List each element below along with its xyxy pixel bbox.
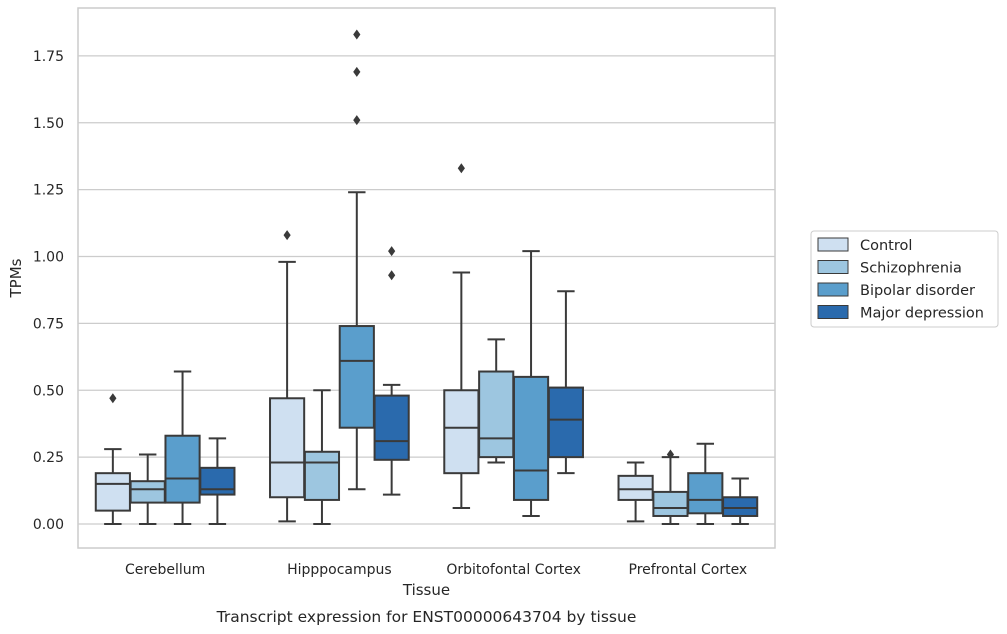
x-tick-label: Hipppocampus — [287, 562, 392, 578]
y-tick-label: 1.50 — [33, 116, 64, 132]
box-2-2 — [512, 250, 550, 517]
legend-label: Schizophrenia — [860, 261, 962, 277]
box-3-2 — [547, 290, 584, 475]
box-3-3 — [722, 477, 759, 525]
box-iqr — [652, 490, 689, 517]
box-iqr — [269, 397, 306, 499]
y-tick-label: 1.00 — [33, 250, 64, 266]
y-tick-label: 1.75 — [33, 49, 64, 65]
outlier-point — [353, 29, 361, 40]
box-iqr — [512, 375, 550, 501]
legend-swatch — [817, 237, 849, 252]
box-1-3 — [652, 449, 689, 525]
plot-frame — [77, 7, 776, 549]
outlier-point — [666, 449, 675, 460]
legend-item: Bipolar disorder — [817, 282, 975, 299]
x-axis-label: Tissue — [402, 581, 450, 599]
legend-item: Major depression — [817, 305, 984, 322]
outlier-point — [109, 393, 117, 404]
legend: Control Schizophrenia Bipolar disorder Majo… — [810, 230, 999, 328]
outlier-point — [388, 246, 396, 257]
box-iqr — [617, 474, 654, 501]
chart-caption: Transcript expression for ENST0000064370… — [216, 608, 637, 626]
box-iqr — [547, 386, 584, 459]
box-3-1 — [373, 246, 410, 496]
legend-swatch — [817, 305, 849, 319]
y-axis-ticks: 0.00 0.25 0.50 0.75 1.00 1.25 1.50 1.75 — [33, 49, 64, 533]
legend-swatch — [817, 260, 849, 274]
legend-label: Control — [860, 238, 912, 254]
legend-item: Control — [817, 237, 912, 254]
box-3-0 — [199, 437, 236, 525]
box-1-0 — [129, 453, 166, 525]
y-tick-label: 0.50 — [33, 383, 64, 399]
box-0-2 — [443, 163, 480, 509]
x-tick-label: Cerebellum — [125, 562, 205, 578]
box-iqr — [478, 370, 515, 459]
y-tick-label: 0.00 — [33, 517, 64, 533]
box-iqr — [687, 472, 724, 515]
box-iqr — [199, 466, 236, 496]
legend-frame — [810, 230, 999, 328]
box-0-1 — [269, 230, 306, 523]
outlier-point — [353, 115, 361, 126]
box-0-3 — [617, 461, 654, 523]
box-iqr — [338, 325, 375, 429]
box-1-2 — [478, 338, 515, 464]
legend-label: Bipolar disorder — [860, 283, 975, 299]
box-iqr — [373, 394, 410, 461]
box-iqr — [443, 389, 480, 475]
box-iqr — [722, 496, 759, 517]
box-2-3 — [687, 442, 724, 525]
y-axis-label: TPMs — [7, 258, 25, 298]
outlier-point — [353, 66, 361, 77]
x-tick-label: Orbitofontal Cortex — [446, 562, 581, 578]
outlier-point — [457, 163, 465, 174]
box-1-1 — [303, 389, 341, 525]
box-plot-area — [94, 29, 759, 525]
legend-item: Schizophrenia — [817, 260, 962, 277]
box-2-1 — [338, 29, 375, 491]
legend-label: Major depression — [860, 306, 984, 322]
x-tick-label: Prefrontal Cortex — [629, 562, 748, 578]
box-iqr — [129, 480, 166, 504]
legend-items: Control Schizophrenia Bipolar disorder Majo… — [817, 237, 984, 322]
outlier-point — [388, 270, 396, 281]
box-0-0 — [94, 393, 131, 525]
box-iqr — [94, 472, 131, 512]
y-tick-label: 0.75 — [33, 316, 64, 332]
legend-swatch — [817, 282, 849, 297]
y-tick-label: 0.25 — [33, 450, 64, 466]
y-tick-label: 1.25 — [33, 183, 64, 199]
box-iqr — [164, 434, 201, 504]
x-axis-ticks: Cerebellum Hipppocampus Orbitofontal Corte… — [125, 562, 747, 578]
box-iqr — [303, 450, 341, 501]
box-2-0 — [164, 370, 201, 525]
outlier-point — [283, 230, 291, 241]
